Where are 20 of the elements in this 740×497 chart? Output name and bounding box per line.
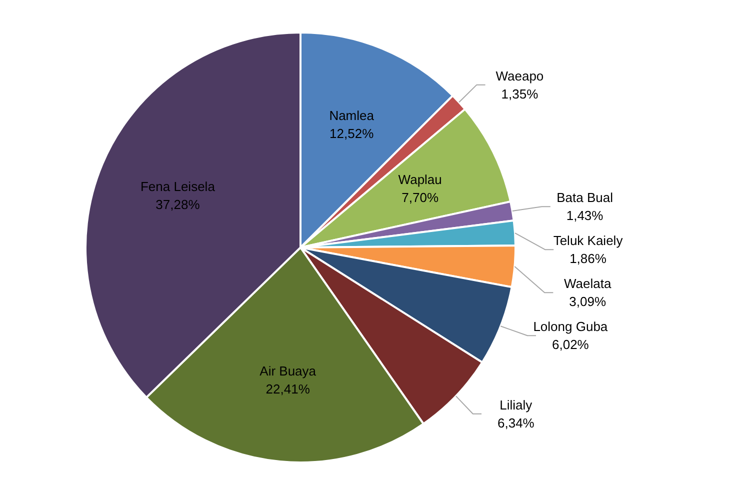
slice-label: Lilialy (500, 397, 533, 412)
data-label: 1,86% (570, 251, 607, 266)
data-label: 12,52% (330, 126, 374, 141)
slice-label: Bata Bual (556, 190, 614, 206)
data-label: 37,28% (156, 197, 200, 212)
data-label: 6,02% (552, 337, 590, 352)
slice-label: Lolong Guba (533, 319, 608, 334)
data-label: 6,34% (497, 415, 535, 430)
slice-label: Namlea (329, 108, 375, 123)
slice-label: Waeapo (496, 68, 544, 84)
data-label: 3,09% (569, 294, 606, 310)
slice-label: Air Buaya (260, 364, 317, 379)
slice-label: Waelata (564, 276, 612, 292)
data-label: 1,35% (501, 86, 539, 102)
slice-label: Waplau (398, 172, 442, 188)
data-label: 1,43% (566, 208, 604, 224)
data-label: 22,41% (266, 382, 310, 397)
slice-label: Teluk Kaiely (553, 233, 624, 248)
data-label: 7,70% (402, 190, 439, 206)
slice-label: Fena Leisela (140, 179, 216, 194)
